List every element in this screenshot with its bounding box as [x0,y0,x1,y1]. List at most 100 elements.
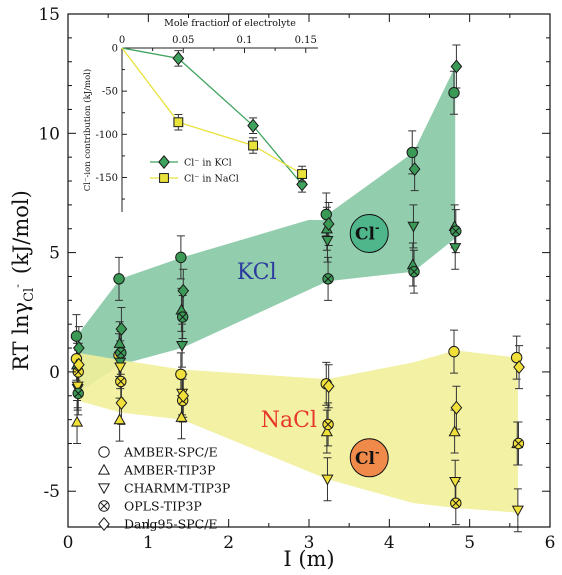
point-kcl-cross-circle-0 [72,387,84,400]
point-nacl-cross-circle-4 [450,497,462,509]
point-nacl-diamond-1 [115,395,128,410]
inset-y-label: Cl⁻-ion contribution (kJ/mol) [82,69,93,191]
point-nacl-cross-circle-5 [512,437,525,450]
x-tick-label: 4 [384,533,395,553]
inset-y-tick-label: -100 [96,130,118,141]
inset-y-tick-label: -50 [102,87,118,98]
point-nacl-diamond-2 [177,388,190,403]
y-tick-label: 10 [38,124,60,144]
point-kcl-cross-circle-5 [450,225,462,237]
point-kcl-cross-circle-4 [408,265,420,278]
point-kcl-diamond-4 [408,162,421,177]
legend-label: Dang95-SPC/E [124,517,218,532]
point-kcl-circle-1 [113,273,125,285]
inset-legend-marker [159,173,169,183]
ion-badge [349,438,389,478]
point-nacl-diamond-3 [322,379,335,394]
ion-badge-symbol: Cl [355,225,376,245]
inset-point-0-2 [247,118,259,133]
point-kcl-diamond-0 [72,341,85,356]
inset-x-tick-label: 0.1 [237,35,253,46]
marker-cross [100,502,108,510]
marker-cross [324,274,333,283]
point-nacl-circle-5 [510,351,523,364]
points-layer [70,44,525,533]
y-axis-label-unit: (kJ/mol) [9,190,33,274]
band-label-nacl: NaCl [261,408,317,433]
y-axis-label-main: RT lnγ [9,302,33,371]
inset-legend-label: Cl⁻ in NaCl [184,174,239,185]
x-tick-label: 3 [304,533,315,553]
x-tick-label: 0 [63,533,74,553]
inset-point-1-2 [248,140,258,151]
legend-label: OPLS-TIP3P [124,499,202,514]
inset-y-tick-label: 0 [112,44,118,55]
inset-x-tick-label: 0.05 [172,35,194,46]
point-nacl-triangle-down-5 [511,505,524,517]
point-kcl-triangle-down-4 [407,221,420,233]
inset-point-0-3 [296,177,308,192]
point-nacl-circle-4 [448,345,460,358]
legend-marker-cross-circle [98,500,110,512]
inset-point-1-1 [173,117,184,128]
ion-badge [349,214,389,254]
legend-label: AMBER-TIP3P [123,463,215,478]
x-tick-label: 6 [545,533,556,553]
point-nacl-triangle-up-1 [113,413,126,425]
point-kcl-circle-0 [70,330,83,342]
point-nacl-triangle-up-2 [175,411,188,422]
point-kcl-circle-3 [320,208,332,221]
point-kcl-triangle-down-5 [449,243,462,255]
ion-badge-label: Cl- [355,222,380,245]
point-nacl-triangle-down-1 [114,362,127,374]
point-kcl-cross-circle-2 [176,311,189,323]
inset-x-tick-label: 0 [119,35,125,46]
legend: AMBER-SPC/E AMBER-TIP3P CHARMM-TIP3P OPLS-T… [97,445,230,532]
y-axis-label-sub: Cl [22,288,37,302]
x-tick-label: 1 [143,533,154,553]
inset-line-1 [121,47,303,175]
marker-cross [514,439,523,448]
legend-marker-triangle-down [97,483,111,495]
ion-badge-charge: - [375,446,380,459]
point-kcl-triangle-down-2 [176,341,189,352]
legend-marker-diamond [98,516,110,532]
legend-label: AMBER-SPC/E [123,445,218,460]
point-nacl-diamond-0 [72,357,85,372]
x-tick-label: 2 [223,533,234,553]
marker-cross [324,420,333,429]
point-nacl-diamond-5 [513,360,525,375]
inset-legend-marker [158,154,170,170]
y-axis-label: RT lnγCl- (kJ/mol) [9,190,37,371]
y-axis-label-sup: - [11,284,24,288]
marker-cross [178,313,187,322]
inset-legend-label: Cl⁻ in KCl [184,158,232,169]
marker-cross [451,499,460,508]
point-nacl-diamond-4 [450,400,463,415]
legend-marker-triangle-up [97,463,111,475]
x-tick-label: 5 [464,533,475,553]
inset-line-0 [121,47,303,185]
ion-badge-label: Cl- [355,446,380,469]
marker-cross [451,227,460,236]
point-kcl-diamond-5 [450,59,463,74]
inset-y-tick-label: -150 [96,173,118,184]
inset-background [74,16,326,220]
point-kcl-circle-4 [406,146,418,159]
marker-cross [116,348,125,357]
point-kcl-circle-5 [448,87,460,99]
ion-badge-symbol: Cl [355,449,376,469]
inset-chart: 0 0.05 0.1 0.15 0 -50 -100 -150 Mole fraction of… [82,18,318,212]
point-kcl-diamond-2 [177,283,190,298]
marker-cross [74,389,83,398]
point-nacl-cross-circle-1 [115,375,127,388]
marker-cross [116,377,125,386]
y-tick-label: -5 [43,482,60,502]
point-kcl-triangle-down-3 [321,236,334,247]
point-nacl-triangle-down-3 [321,474,334,486]
inset-point-1-3 [297,169,307,179]
band-label-kcl: KCl [237,260,277,285]
